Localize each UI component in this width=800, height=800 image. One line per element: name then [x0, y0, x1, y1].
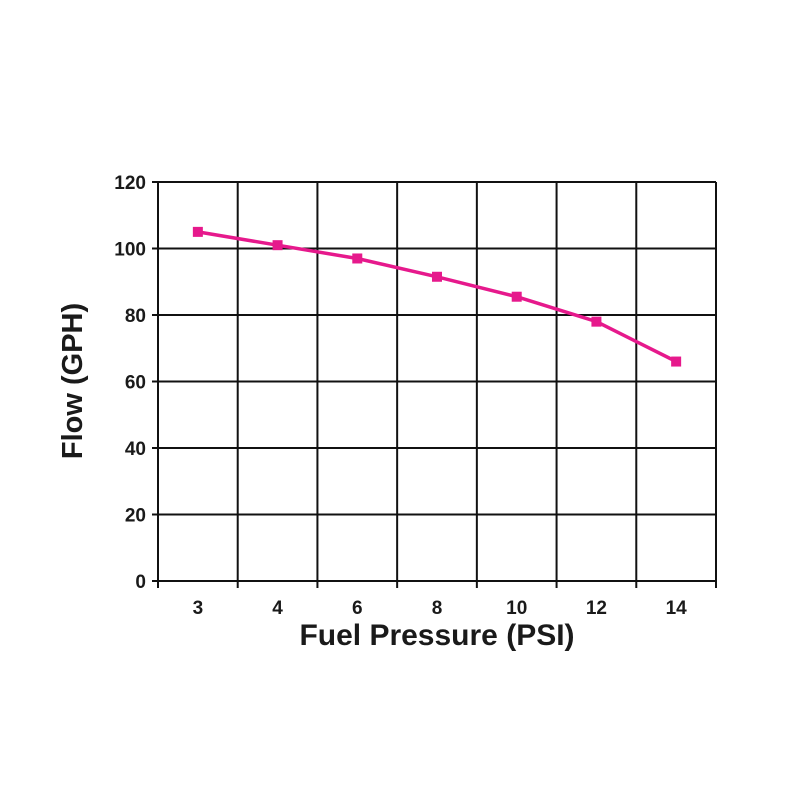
y-tick-label: 40 — [125, 439, 146, 460]
y-axis-tick-labels: 0 20 40 60 80 100 120 — [114, 173, 146, 593]
x-tick-label: 14 — [666, 598, 688, 619]
y-tick-label: 20 — [125, 506, 146, 527]
x-axis-title: Fuel Pressure (PSI) — [299, 619, 574, 652]
chart-grid — [152, 181, 717, 588]
series-line — [197, 230, 677, 364]
x-tick-label: 8 — [432, 598, 443, 619]
x-axis-tick-labels: 3 4 6 8 10 12 14 — [193, 598, 688, 619]
y-tick-label: 120 — [114, 173, 146, 194]
x-tick-label: 3 — [193, 598, 204, 619]
series-group — [192, 226, 682, 367]
data-point — [192, 226, 203, 237]
y-tick-label: 0 — [135, 572, 146, 593]
x-tick-label: 4 — [272, 598, 283, 619]
data-point — [272, 240, 283, 251]
y-tick-label: 100 — [114, 240, 146, 261]
data-point — [511, 291, 522, 302]
data-point — [352, 253, 363, 264]
y-axis-title: Flow (GPH) — [57, 303, 89, 459]
y-tick-label: 80 — [125, 306, 146, 327]
y-tick-label: 60 — [125, 373, 146, 394]
x-tick-label: 6 — [352, 598, 363, 619]
x-tick-label: 10 — [506, 598, 527, 619]
data-point — [591, 316, 602, 327]
x-tick-label: 12 — [586, 598, 607, 619]
data-point — [432, 271, 442, 282]
data-point — [671, 356, 682, 367]
